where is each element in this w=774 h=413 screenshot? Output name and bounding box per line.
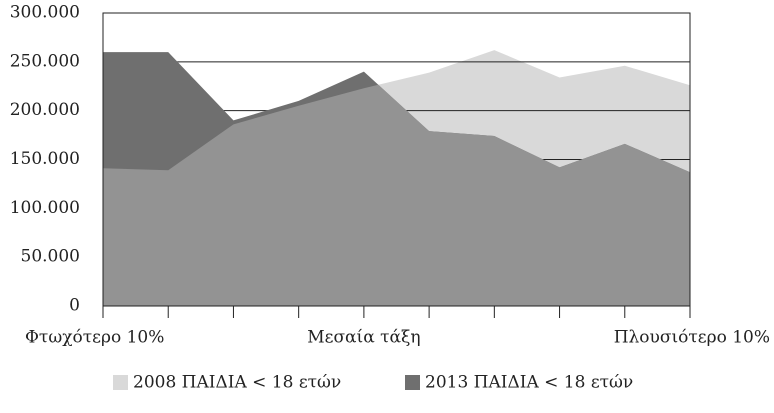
y-tick-label: 100.000 [10,198,80,218]
y-tick-label: 200.000 [10,100,80,120]
legend-swatch [405,375,420,390]
y-tick-label: 150.000 [10,149,80,169]
y-tick-label: 300.000 [10,3,80,23]
x-tick-label: Πλουσιότερο 10% [614,328,770,348]
y-tick-label: 0 [69,296,80,316]
x-tick-label: Φτωχότερο 10% [25,328,164,348]
legend-label: 2013 ΠΑΙΔΙΑ < 18 ετών [425,373,633,393]
legend-label: 2008 ΠΑΙΔΙΑ < 18 ετών [133,373,341,393]
legend-swatch [113,375,128,390]
x-tick-label: Μεσαία τάξη [307,328,420,348]
plot-frame [102,12,691,307]
y-tick-label: 50.000 [21,247,80,267]
y-tick-label: 250.000 [10,51,80,71]
